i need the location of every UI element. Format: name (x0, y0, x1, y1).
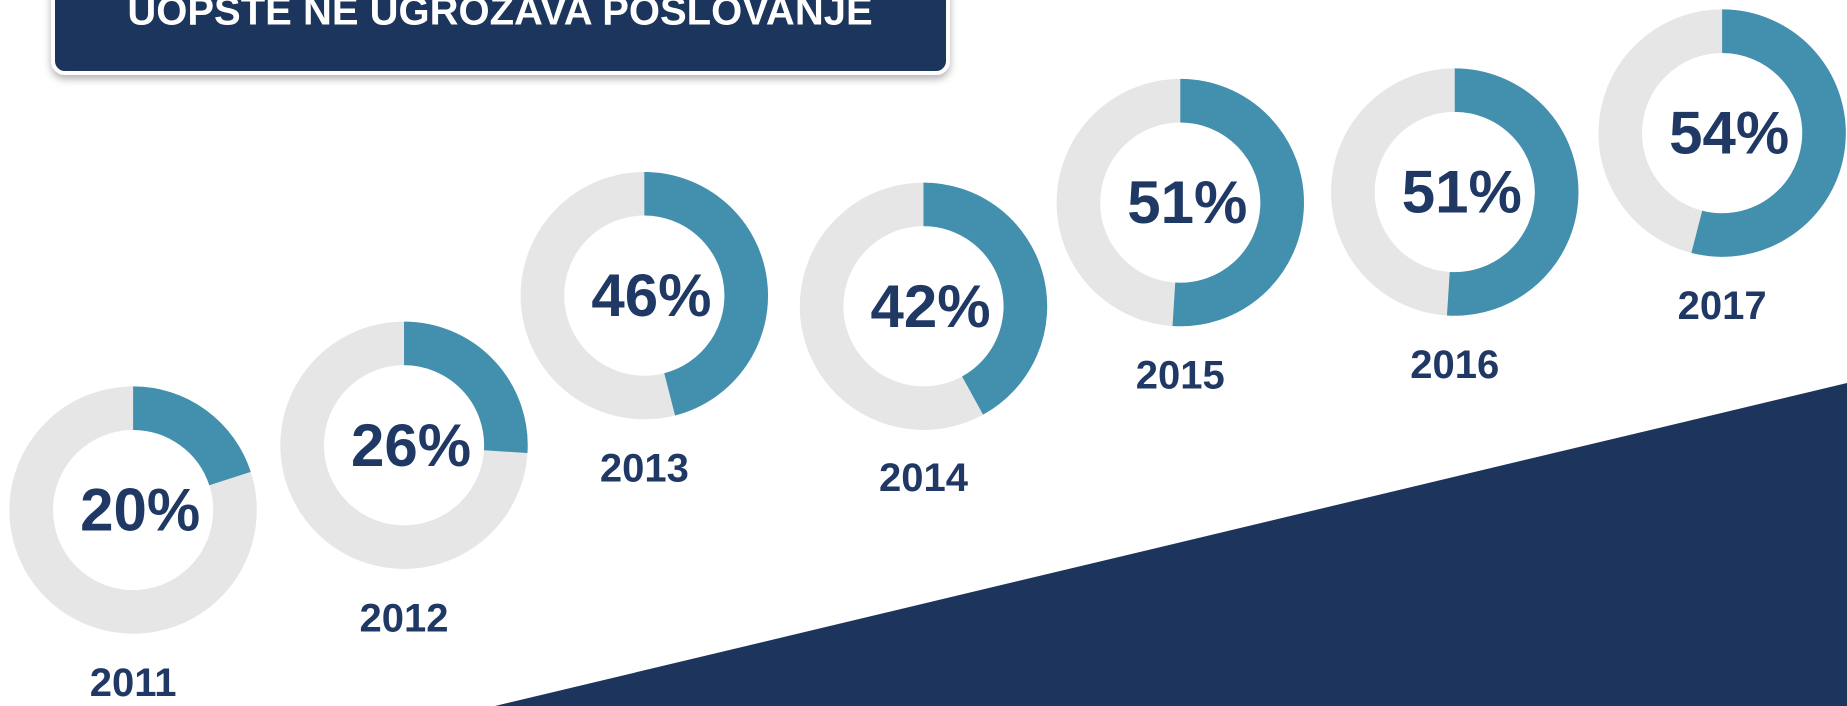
value-label: 20% (80, 477, 200, 544)
category-label: 2013 (600, 447, 689, 491)
value-label: 51% (1127, 169, 1247, 236)
category-label: 2014 (879, 456, 969, 500)
value-label: 54% (1669, 100, 1789, 167)
value-label: 51% (1402, 159, 1522, 226)
donut-segment (132, 386, 251, 486)
title-box (51, 0, 950, 75)
donut-segment (1447, 68, 1579, 316)
decor-triangle (495, 383, 1847, 706)
value-label: 46% (591, 262, 711, 329)
value-label: 42% (871, 273, 991, 340)
donut-segment (1691, 9, 1846, 257)
donut-segment (922, 182, 1048, 415)
value-label: 26% (351, 412, 471, 479)
category-label: 2016 (1410, 343, 1499, 387)
category-label: 2012 (360, 596, 449, 640)
donut-segment (1172, 78, 1304, 327)
category-label: 2011 (90, 661, 177, 705)
category-label: 2015 (1136, 354, 1225, 398)
donut-segment (643, 171, 768, 416)
category-label: 2017 (1678, 284, 1767, 328)
donut-segment (403, 321, 528, 454)
chart-title: UOPŠTE NE UGROŽAVA POSLOVANJE (127, 0, 872, 34)
